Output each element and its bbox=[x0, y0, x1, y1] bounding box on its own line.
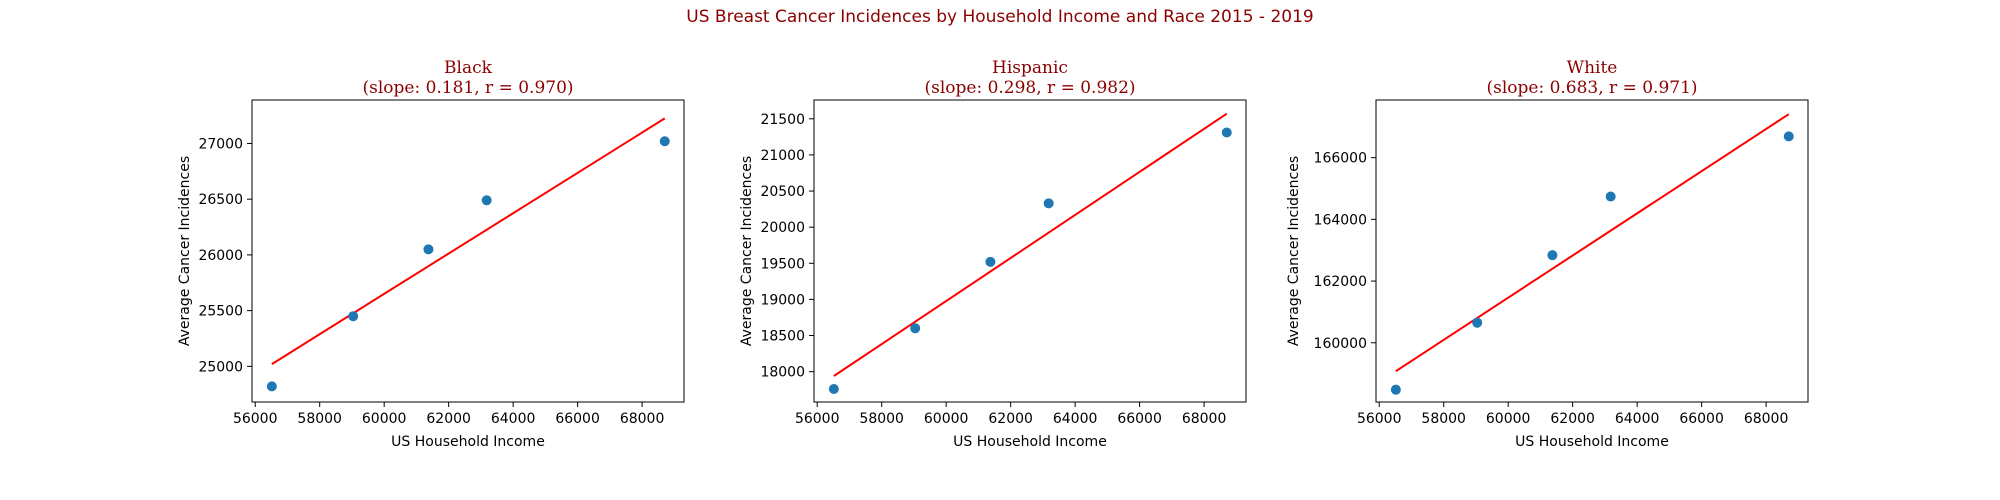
y-tick-label: 160000 bbox=[1314, 336, 1367, 352]
y-tick-label: 21500 bbox=[760, 112, 805, 128]
x-tick-label: 60000 bbox=[1486, 411, 1531, 427]
x-tick-label: 56000 bbox=[1357, 411, 1402, 427]
y-axis-label: Average Cancer Incidences bbox=[1286, 156, 1302, 346]
x-tick-label: 66000 bbox=[1117, 411, 1162, 427]
x-tick-label: 58000 bbox=[1421, 411, 1466, 427]
panel-subtitle: (slope: 0.181, r = 0.970) bbox=[362, 78, 573, 98]
y-tick-label: 18000 bbox=[760, 365, 805, 381]
y-axis-label: Average Cancer Incidences bbox=[177, 156, 193, 346]
x-tick-label: 64000 bbox=[491, 411, 536, 427]
x-tick-label: 58000 bbox=[297, 411, 342, 427]
data-point bbox=[1605, 191, 1616, 202]
y-tick-label: 18500 bbox=[760, 329, 805, 345]
y-tick-label: 21000 bbox=[760, 148, 805, 164]
data-point bbox=[910, 323, 921, 334]
figure-title: US Breast Cancer Incidences by Household… bbox=[686, 7, 1313, 27]
data-point bbox=[1547, 250, 1558, 261]
data-point bbox=[266, 381, 277, 392]
y-tick-label: 26500 bbox=[198, 192, 243, 208]
axes-frame bbox=[1375, 99, 1809, 403]
x-tick-label: 62000 bbox=[988, 411, 1033, 427]
y-tick-label: 164000 bbox=[1314, 212, 1367, 228]
y-tick-label: 26000 bbox=[198, 248, 243, 264]
y-tick-label: 20500 bbox=[760, 184, 805, 200]
x-tick-label: 68000 bbox=[620, 411, 665, 427]
panel-subtitle: (slope: 0.298, r = 0.982) bbox=[924, 78, 1135, 98]
y-tick-label: 27000 bbox=[198, 136, 243, 152]
axes-frame bbox=[251, 99, 685, 403]
data-point bbox=[985, 256, 996, 267]
x-axis-label: US Household Income bbox=[953, 434, 1107, 450]
y-tick-label: 162000 bbox=[1314, 274, 1367, 290]
data-point bbox=[1221, 127, 1232, 138]
x-tick-label: 68000 bbox=[1744, 411, 1789, 427]
x-tick-label: 56000 bbox=[795, 411, 840, 427]
x-tick-label: 64000 bbox=[1615, 411, 1660, 427]
x-tick-label: 60000 bbox=[924, 411, 969, 427]
panel-title: White bbox=[1567, 58, 1618, 78]
data-point bbox=[1472, 317, 1483, 328]
data-point bbox=[828, 383, 839, 394]
panel-title: Hispanic bbox=[992, 58, 1068, 78]
x-axis-label: US Household Income bbox=[391, 434, 545, 450]
x-tick-label: 58000 bbox=[859, 411, 904, 427]
regression-line bbox=[833, 112, 1228, 377]
data-point bbox=[481, 195, 492, 206]
x-tick-label: 66000 bbox=[1679, 411, 1724, 427]
regression-line bbox=[271, 117, 666, 365]
y-tick-label: 166000 bbox=[1314, 151, 1367, 167]
data-point bbox=[423, 244, 434, 255]
data-point bbox=[1390, 384, 1401, 395]
x-axis-label: US Household Income bbox=[1515, 434, 1669, 450]
chart-panel-hispanic: Hispanic(slope: 0.298, r = 0.982) 56000 58… bbox=[739, 58, 1247, 450]
y-axis-label: Average Cancer Incidences bbox=[739, 156, 755, 346]
x-tick-label: 68000 bbox=[1182, 411, 1227, 427]
regression-line bbox=[1395, 113, 1790, 372]
x-tick-label: 64000 bbox=[1053, 411, 1098, 427]
panel-subtitle: (slope: 0.683, r = 0.971) bbox=[1486, 78, 1697, 98]
chart-panel-black: Black(slope: 0.181, r = 0.970) 56000 58000… bbox=[177, 58, 685, 450]
data-point bbox=[1043, 198, 1054, 209]
y-tick-label: 25500 bbox=[198, 304, 243, 320]
y-tick-label: 20000 bbox=[760, 220, 805, 236]
y-tick-label: 19000 bbox=[760, 292, 805, 308]
y-tick-label: 19500 bbox=[760, 256, 805, 272]
data-point bbox=[1783, 131, 1794, 142]
x-tick-label: 66000 bbox=[555, 411, 600, 427]
data-point bbox=[348, 311, 359, 322]
axes-frame bbox=[813, 99, 1247, 403]
x-tick-label: 60000 bbox=[362, 411, 407, 427]
y-tick-label: 25000 bbox=[198, 359, 243, 375]
x-tick-label: 62000 bbox=[1550, 411, 1595, 427]
x-tick-label: 56000 bbox=[233, 411, 278, 427]
panel-title: Black bbox=[444, 58, 493, 78]
x-tick-label: 62000 bbox=[426, 411, 471, 427]
chart-panel-white: White(slope: 0.683, r = 0.971) 56000 58000… bbox=[1286, 58, 1809, 450]
data-point bbox=[659, 136, 670, 147]
